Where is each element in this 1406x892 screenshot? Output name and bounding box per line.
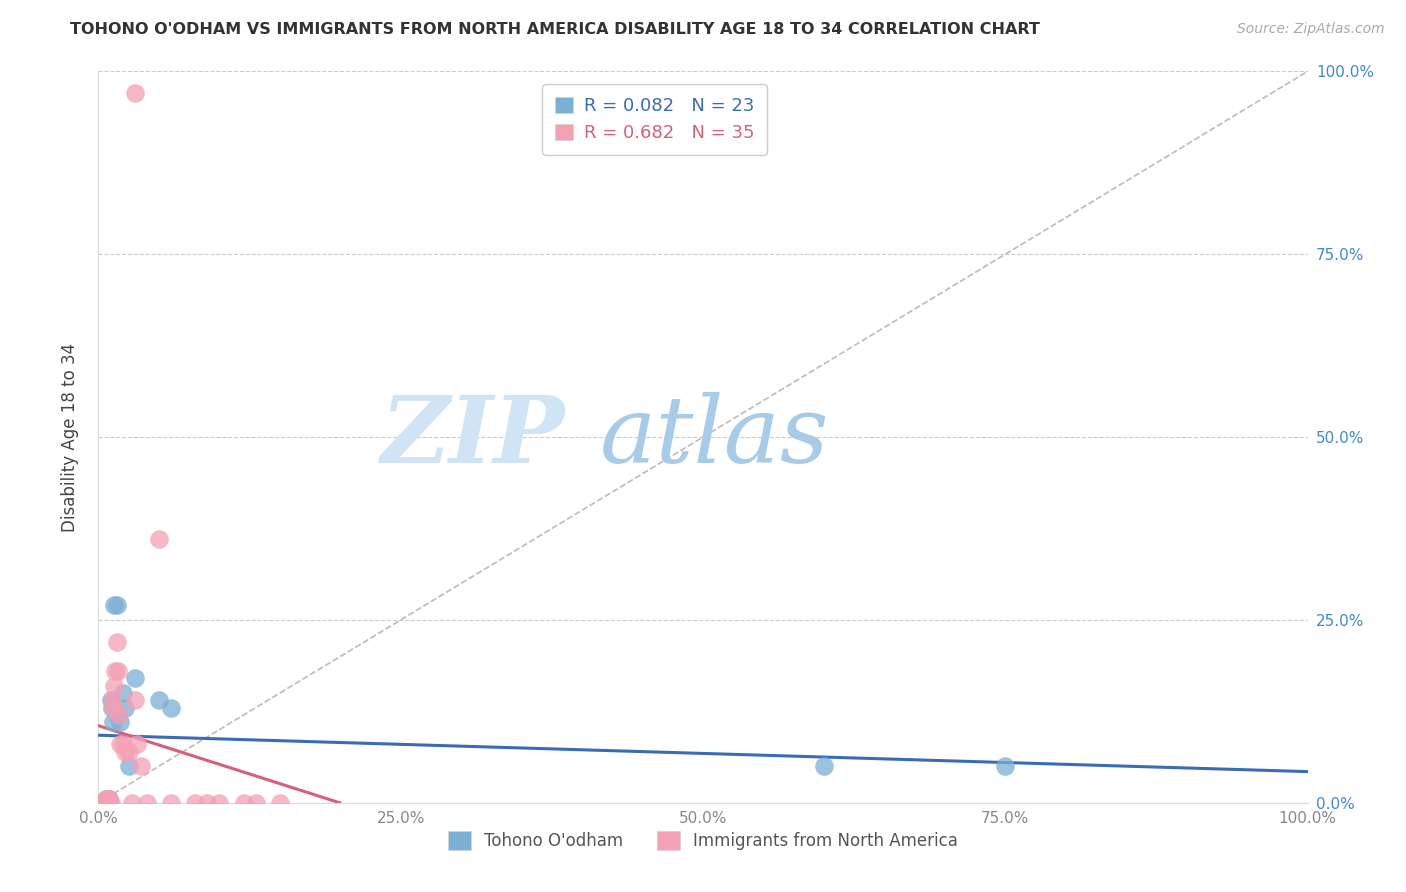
Point <box>89 796 111 810</box>
Point <box>107 708 129 723</box>
Y-axis label: Disability Age 18 to 34: Disability Age 18 to 34 <box>60 343 79 532</box>
Point <box>93 796 115 810</box>
Point <box>93 796 115 810</box>
Point <box>160 796 183 810</box>
Point <box>160 700 183 714</box>
Point <box>100 693 122 707</box>
Point <box>118 759 141 773</box>
Point <box>108 715 131 730</box>
Point <box>108 737 131 751</box>
Point <box>96 792 118 806</box>
Point <box>100 796 122 810</box>
Point <box>97 792 120 806</box>
Point <box>101 700 124 714</box>
Point <box>111 737 134 751</box>
Point <box>98 792 121 806</box>
Point <box>107 664 129 678</box>
Point <box>111 686 134 700</box>
Point <box>108 708 131 723</box>
Point <box>135 796 157 810</box>
Text: TOHONO O'ODHAM VS IMMIGRANTS FROM NORTH AMERICA DISABILITY AGE 18 TO 34 CORRELAT: TOHONO O'ODHAM VS IMMIGRANTS FROM NORTH … <box>70 22 1040 37</box>
Point <box>104 664 127 678</box>
Point <box>105 635 128 649</box>
Point <box>114 700 136 714</box>
Point <box>90 796 112 810</box>
Point <box>103 599 125 613</box>
Point <box>114 745 136 759</box>
Point <box>124 672 146 686</box>
Text: atlas: atlas <box>600 392 830 482</box>
Point <box>124 87 146 101</box>
Point <box>91 796 114 810</box>
Point <box>232 796 254 810</box>
Point <box>127 737 149 751</box>
Point <box>90 796 112 810</box>
Point <box>91 796 114 810</box>
Point <box>100 700 122 714</box>
Point <box>100 693 122 707</box>
Point <box>91 796 114 810</box>
Point <box>103 679 125 693</box>
Point <box>121 796 143 810</box>
Point <box>124 693 146 707</box>
Point <box>994 759 1017 773</box>
Legend: Tohono O'odham, Immigrants from North America: Tohono O'odham, Immigrants from North Am… <box>437 821 969 860</box>
Point <box>129 759 152 773</box>
Point <box>96 792 118 806</box>
Point <box>813 759 835 773</box>
Point <box>184 796 207 810</box>
Point <box>148 693 170 707</box>
Point <box>148 533 170 547</box>
Point <box>118 745 141 759</box>
Point <box>94 792 117 806</box>
Text: ZIP: ZIP <box>380 392 564 482</box>
Text: Source: ZipAtlas.com: Source: ZipAtlas.com <box>1237 22 1385 37</box>
Point <box>94 792 117 806</box>
Point <box>101 715 124 730</box>
Point <box>98 792 121 806</box>
Point <box>97 792 120 806</box>
Point <box>195 796 218 810</box>
Point <box>245 796 267 810</box>
Point <box>91 796 114 810</box>
Point <box>269 796 291 810</box>
Point <box>208 796 231 810</box>
Point <box>105 599 128 613</box>
